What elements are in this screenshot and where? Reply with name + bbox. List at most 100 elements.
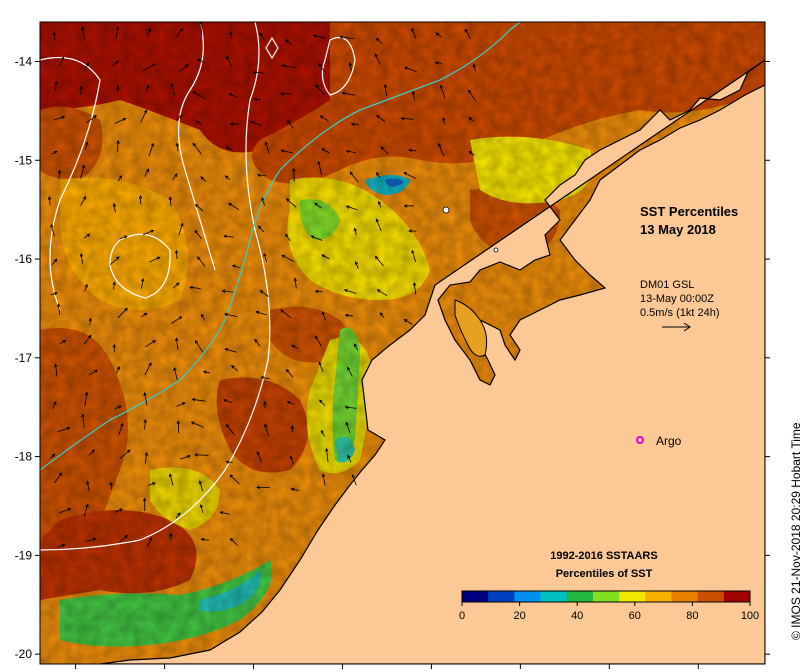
- current-vector: [176, 28, 183, 37]
- current-vector: [88, 369, 98, 376]
- current-vector: [144, 340, 156, 348]
- current-vector-head: [280, 309, 284, 313]
- y-tick-label: -15: [15, 153, 33, 167]
- current-vector: [84, 392, 88, 407]
- current-vector-head: [79, 253, 84, 257]
- current-vector-head: [354, 343, 358, 348]
- isobath-line: [40, 22, 521, 471]
- land-mass: [99, 59, 765, 664]
- current-vector: [313, 35, 326, 39]
- current-label-line3: 0.5m/s (1kt 24h): [640, 307, 719, 319]
- current-vector: [59, 56, 64, 67]
- colorbar-swatch: [462, 591, 489, 602]
- current-vector: [87, 481, 90, 492]
- map-title-line1: SST Percentiles: [640, 204, 738, 219]
- current-vector-head: [348, 62, 353, 66]
- current-vector: [287, 401, 295, 405]
- current-vector: [261, 197, 265, 206]
- current-vector: [117, 175, 123, 182]
- current-vector-head: [224, 312, 229, 317]
- y-axis: -14 -15 -16 -17 -18 -19 -20: [15, 55, 770, 661]
- current-vector: [340, 36, 354, 39]
- current-vector-head: [225, 460, 230, 464]
- current-vector: [254, 98, 261, 101]
- current-vector-head: [81, 413, 85, 418]
- current-vector-head: [343, 289, 348, 293]
- current-vector: [378, 201, 382, 208]
- current-vector: [144, 419, 146, 430]
- current-vector: [141, 278, 144, 289]
- current-vector-head: [85, 141, 89, 146]
- current-vector-head: [325, 447, 329, 452]
- current-vector: [195, 204, 204, 212]
- current-vector: [376, 115, 386, 122]
- current-vector-head: [112, 343, 116, 348]
- current-vector-head: [223, 399, 227, 403]
- current-vector-head: [142, 497, 147, 502]
- current-vector: [84, 284, 88, 292]
- current-vector-head: [112, 281, 116, 286]
- current-vector: [352, 474, 357, 486]
- current-vector: [404, 319, 413, 325]
- current-vector-head: [150, 142, 155, 147]
- current-vector-head: [293, 277, 298, 282]
- map-title-line2: 13 May 2018: [640, 222, 716, 237]
- current-vector: [344, 289, 357, 294]
- current-vector: [294, 278, 297, 289]
- current-vector-head: [67, 508, 72, 512]
- current-vector: [176, 402, 186, 407]
- current-vector: [148, 143, 154, 157]
- current-vector-head: [224, 348, 229, 352]
- current-vector: [118, 423, 124, 436]
- current-vector: [408, 149, 417, 152]
- current-vector: [57, 427, 70, 433]
- current-vector: [320, 430, 325, 437]
- current-vector: [254, 339, 261, 347]
- current-vector: [144, 168, 149, 177]
- current-vector-head: [315, 84, 319, 88]
- current-vector: [86, 538, 97, 542]
- current-vector-head: [321, 148, 326, 152]
- current-vector: [286, 369, 294, 378]
- current-vector: [322, 311, 326, 321]
- current-vector-head: [318, 399, 323, 404]
- bay-inlet: [454, 299, 488, 357]
- current-vector-head: [169, 532, 173, 537]
- current-vector: [285, 233, 291, 242]
- current-vector-head: [226, 55, 230, 60]
- current-vector: [473, 64, 476, 72]
- current-vector-head: [191, 398, 196, 402]
- legend-title-line1: 1992-2016 SSTAARS: [550, 550, 657, 562]
- current-vector: [226, 146, 233, 151]
- current-vector: [354, 343, 359, 351]
- current-vector-head: [285, 39, 289, 43]
- current-vector: [435, 62, 442, 64]
- current-vector-head: [408, 148, 412, 152]
- current-vector-head: [194, 203, 199, 208]
- current-vector: [116, 140, 119, 152]
- current-vector-head: [61, 56, 65, 61]
- current-vector-head: [281, 254, 285, 258]
- colorbar-frame: [461, 590, 751, 603]
- colorbar-swatch: [540, 591, 568, 602]
- current-vector-head: [144, 109, 148, 114]
- current-vector-head: [256, 173, 261, 177]
- current-vector: [321, 148, 330, 154]
- credit-text: © IMOS 21-Nov-2018 20:29 Hobart Time: [789, 422, 803, 640]
- current-vector-head: [112, 202, 117, 207]
- current-vector: [169, 473, 174, 486]
- current-vector: [280, 309, 292, 319]
- current-vector: [197, 256, 206, 267]
- current-vector-head: [351, 473, 355, 478]
- current-vector: [117, 308, 128, 319]
- current-vector: [229, 474, 240, 485]
- current-vector: [257, 451, 263, 463]
- current-vector: [351, 123, 359, 126]
- current-vector: [51, 150, 57, 155]
- current-vector-head: [47, 196, 52, 200]
- current-vector: [413, 282, 417, 295]
- x-tick-label: 125: [599, 670, 619, 672]
- current-vector: [318, 161, 323, 176]
- x-tick-label: 119: [66, 670, 85, 672]
- current-vector: [318, 362, 324, 372]
